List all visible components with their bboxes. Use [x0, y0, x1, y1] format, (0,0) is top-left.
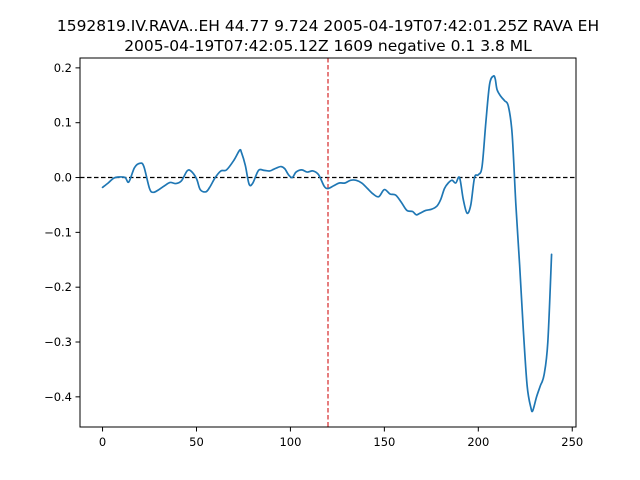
y-tick-label: 0.2	[54, 61, 72, 75]
y-tick-label: −0.2	[44, 280, 72, 294]
y-tick-label: −0.4	[44, 390, 72, 404]
chart-title-line-1: 1592819.IV.RAVA..EH 44.77 9.724 2005-04-…	[57, 17, 599, 35]
plot-frame	[79, 57, 577, 428]
x-tick-label: 100	[279, 435, 301, 449]
x-tick-label: 250	[561, 435, 583, 449]
chart-title-line-2: 2005-04-19T07:42:05.12Z 1609 negative 0.…	[124, 37, 532, 55]
waveform-series-line	[101, 74, 553, 413]
y-axis: −0.4 −0.3 −0.2 −0.1 0.0 0.1 0.2	[44, 61, 80, 404]
x-axis: 0 50 100 150 200 250	[99, 427, 583, 449]
y-tick-label: 0.1	[54, 116, 72, 130]
plot-area	[80, 58, 576, 427]
y-tick-label: −0.3	[44, 335, 72, 349]
x-tick-label: 150	[373, 435, 395, 449]
x-tick-label: 0	[99, 435, 106, 449]
y-tick-label: −0.1	[44, 225, 72, 239]
x-tick-label: 200	[467, 435, 489, 449]
x-tick-label: 50	[189, 435, 204, 449]
y-tick-label: 0.0	[54, 171, 72, 185]
